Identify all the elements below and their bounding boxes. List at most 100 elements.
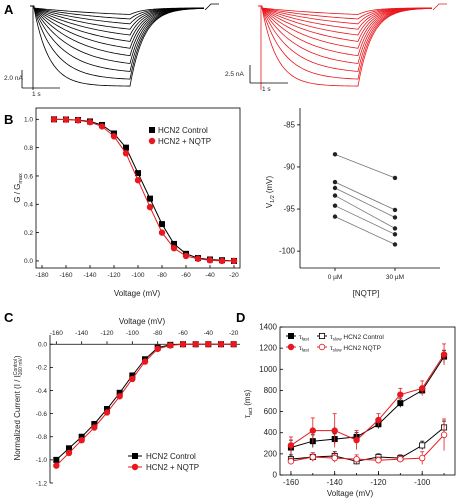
data-point [86, 118, 94, 126]
panel-c-ylabel-sup: Control [13, 359, 19, 375]
data-point [179, 341, 187, 348]
pair-line [334, 153, 396, 179]
panel-label-a: A [4, 2, 14, 17]
data-point [141, 358, 149, 365]
x-tick-label: -20 [229, 330, 239, 337]
data-point [146, 195, 153, 202]
plot-frame [35, 107, 241, 269]
pair-line [334, 216, 396, 245]
plot-frame [279, 326, 456, 476]
x-tick-label: -120 [107, 272, 120, 279]
legend-marker [131, 452, 138, 459]
legend-tau-sub: fast [302, 337, 310, 342]
x-tick-label: -100 [126, 330, 139, 337]
x-tick-label: -60 [178, 330, 188, 337]
y-tick-label: -1.0 [36, 457, 48, 464]
data-point [122, 150, 130, 157]
panel-c-ylabel: Normalized Current (I / IControl-160 mV) [13, 355, 24, 460]
panel-b-xlabel: Voltage (mV) [114, 289, 161, 298]
x-tick-label: -140 [75, 330, 88, 337]
x-tick-label: -40 [205, 272, 215, 279]
legend-marker [148, 137, 156, 145]
data-point [440, 351, 448, 358]
data-point [375, 416, 382, 424]
data-point [194, 255, 202, 262]
data-point [397, 455, 404, 463]
pair-point [392, 226, 398, 231]
y-tick-label: 1000 [259, 365, 277, 374]
pair-line [334, 181, 396, 211]
data-point [62, 116, 70, 123]
data-point [146, 203, 154, 211]
panel-b-ylabel-sub: max [18, 173, 24, 184]
y-tick-label: 1.0 [24, 117, 33, 124]
panel-a-control-traces [30, 3, 219, 90]
data-point [218, 257, 226, 265]
tail-trace [432, 3, 447, 11]
y-tick-label: 800 [264, 386, 278, 395]
pair-point [332, 193, 338, 198]
current-trace [30, 5, 205, 87]
data-point [418, 385, 426, 392]
x-tick-label: -60 [181, 272, 191, 279]
y-tick-label: 1400 [259, 323, 277, 332]
series-line-1 [290, 354, 445, 446]
data-point [116, 393, 123, 400]
x-tick-label: -120 [100, 330, 113, 337]
legend-marker [131, 463, 139, 471]
y-tick-label: 0.0 [24, 258, 33, 265]
pair-point [392, 242, 398, 247]
panel-c-ylabel-end: ) [13, 355, 22, 358]
data-point [170, 244, 178, 252]
fit-line-1 [53, 118, 234, 262]
tail-trace [204, 3, 219, 11]
data-point [217, 341, 225, 348]
legend-fast-label: τfast [299, 345, 310, 353]
data-point [440, 431, 448, 439]
vhalf-ylabel-sub: 1/2 [270, 195, 276, 203]
data-point [103, 409, 111, 416]
panel-b-conductance-chart: -180 -160 -140 -120 -100 -80 -60 -40 -20 0.0 0.2 0.… [24, 107, 241, 279]
x-tick-label: -140 [327, 478, 344, 487]
data-point [167, 342, 174, 349]
pair-point [392, 175, 398, 181]
panel-label-d: D [236, 310, 245, 325]
y-tick-label: -85 [283, 120, 295, 129]
data-point [397, 391, 404, 398]
legend-marker-open [318, 343, 326, 351]
y-tick-label: 1200 [259, 344, 277, 353]
data-point [287, 458, 295, 465]
data-point [353, 436, 360, 444]
y-tick-label: 0.0 [38, 342, 47, 349]
x-tick-label: -80 [153, 330, 163, 337]
panel-b-ylabel-main: G / G [13, 184, 22, 203]
panel-b-vhalf-chart: -85 -90 -95 -100 0 µM 30 µM [279, 108, 440, 281]
legend-series-name: HCN2 Control [342, 334, 385, 341]
y-tick-label: 0 [273, 471, 278, 480]
data-point [98, 123, 106, 130]
data-point [397, 400, 404, 407]
panel-a-scale-bar-right: 2.5 nA 1 s [225, 65, 288, 93]
x-tick-label: -100 [131, 272, 144, 279]
y-tick-label: -0.4 [36, 388, 48, 395]
panel-b-right-ylabel: V1/2(mV) [265, 176, 276, 209]
legend-tau-sub: fast [302, 348, 310, 353]
series-line-0 [290, 356, 445, 448]
legend-tau: τ [330, 334, 333, 341]
legend-slow-label: τslow HCN2 NQTP [330, 345, 381, 353]
panel-c-ylabel-sub: -160 mV [18, 357, 24, 377]
x-tick-label: 0 µM [328, 274, 343, 281]
y-tick-label: -0.2 [36, 365, 48, 372]
legend-label: HCN2 Control [158, 126, 208, 135]
pair-point [332, 152, 338, 157]
data-point [158, 229, 166, 236]
x-tick-label: -180 [35, 272, 48, 279]
data-point [91, 424, 98, 431]
scale-current-right: 2.5 nA [225, 71, 244, 78]
data-point [418, 454, 426, 462]
legend-marker-filled [287, 332, 294, 339]
y-tick-label: 0.8 [24, 145, 33, 152]
scale-time-left: 1 s [32, 91, 41, 98]
